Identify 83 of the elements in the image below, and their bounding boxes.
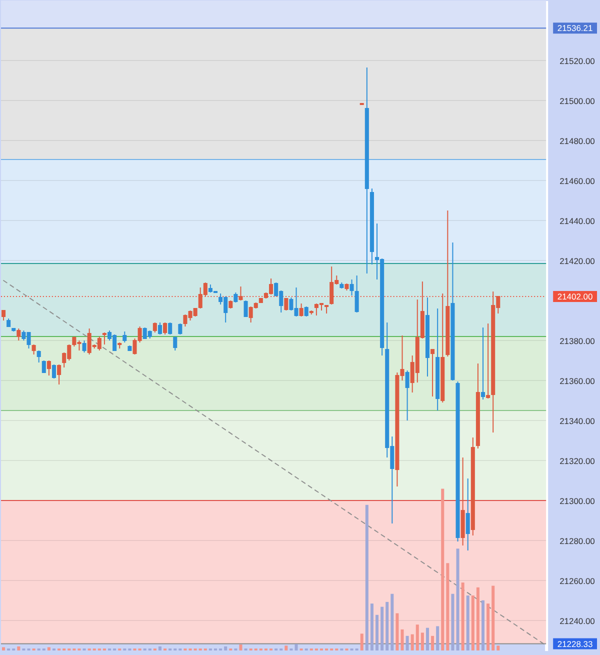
bar [476, 587, 480, 650]
candlestick [158, 322, 162, 335]
bar [446, 563, 450, 650]
bar [461, 582, 464, 650]
candlestick [36, 350, 41, 363]
candlestick [32, 344, 36, 355]
bar [410, 634, 414, 650]
bar [224, 646, 228, 650]
y-tick-label: 21280.00 [560, 536, 596, 546]
candlestick [52, 364, 56, 379]
candlestick [16, 328, 21, 341]
bar [456, 548, 460, 650]
bar [2, 647, 6, 650]
candlestick [244, 300, 248, 318]
candlestick [480, 327, 486, 400]
y-tick-label: 21300.00 [560, 496, 596, 506]
candlestick [82, 340, 86, 353]
candlestick [168, 322, 172, 335]
bar [426, 628, 429, 650]
candlestick [42, 360, 46, 373]
y-tick-label: 21240.00 [560, 616, 596, 626]
bar [486, 604, 490, 650]
ref-line-label: 21536.21 [557, 23, 593, 34]
y-tick-label: 21260.00 [560, 576, 596, 586]
bar [158, 646, 162, 650]
y-tick-label: 21420.00 [560, 256, 596, 266]
y-tick-label: 21360.00 [560, 376, 596, 386]
bar [466, 595, 470, 650]
bar [420, 632, 424, 650]
bar [386, 602, 389, 650]
bar [284, 646, 288, 650]
data-label: 21228.33 [557, 638, 593, 649]
y-tick-label: 21520.00 [560, 56, 596, 66]
candlestick [284, 298, 288, 312]
bar [441, 488, 444, 650]
bar [451, 594, 454, 650]
bar [400, 629, 404, 650]
candlestick [354, 275, 359, 314]
candlestick [46, 360, 51, 376]
y-tick-label: 21480.00 [560, 136, 596, 146]
bar [406, 636, 409, 650]
candlestick [304, 306, 308, 318]
y-tick-label: 21500.00 [560, 96, 596, 106]
bar [370, 604, 374, 650]
bar [492, 586, 495, 650]
y-tick-label: 21340.00 [560, 416, 596, 426]
candlestick [152, 322, 157, 333]
y-tick-label: 21440.00 [560, 216, 596, 226]
bar [496, 646, 500, 650]
candlestick [102, 332, 106, 345]
bar [416, 624, 419, 650]
bar [481, 600, 485, 650]
ref-line-label: 21402.00 [557, 292, 593, 302]
bar [396, 613, 399, 650]
bar [239, 644, 242, 650]
candlestick [163, 322, 168, 335]
y-tick-label: 21380.00 [560, 336, 596, 346]
candlestick [2, 310, 6, 322]
candlestick [405, 370, 410, 421]
candlestick [486, 323, 490, 399]
candlestick [234, 292, 238, 304]
y-tick-label: 21320.00 [560, 456, 596, 466]
bar [390, 594, 394, 650]
bar [436, 626, 440, 650]
candlestick [122, 331, 127, 343]
candlestick [238, 286, 243, 302]
candlestick [57, 364, 62, 385]
bar [431, 636, 434, 650]
y-tick-label: 21460.00 [560, 176, 596, 186]
bar [47, 647, 50, 650]
bar [17, 646, 20, 650]
candlestick [430, 349, 435, 397]
bar [365, 504, 368, 650]
candlestick [466, 478, 470, 551]
bar [471, 595, 474, 650]
bar [375, 614, 379, 650]
candlestick [299, 303, 304, 318]
candlestick [350, 279, 354, 296]
bar [294, 644, 298, 650]
candlestick [178, 323, 182, 335]
bar [360, 634, 364, 650]
bar [380, 606, 384, 650]
candlestick [173, 336, 178, 351]
